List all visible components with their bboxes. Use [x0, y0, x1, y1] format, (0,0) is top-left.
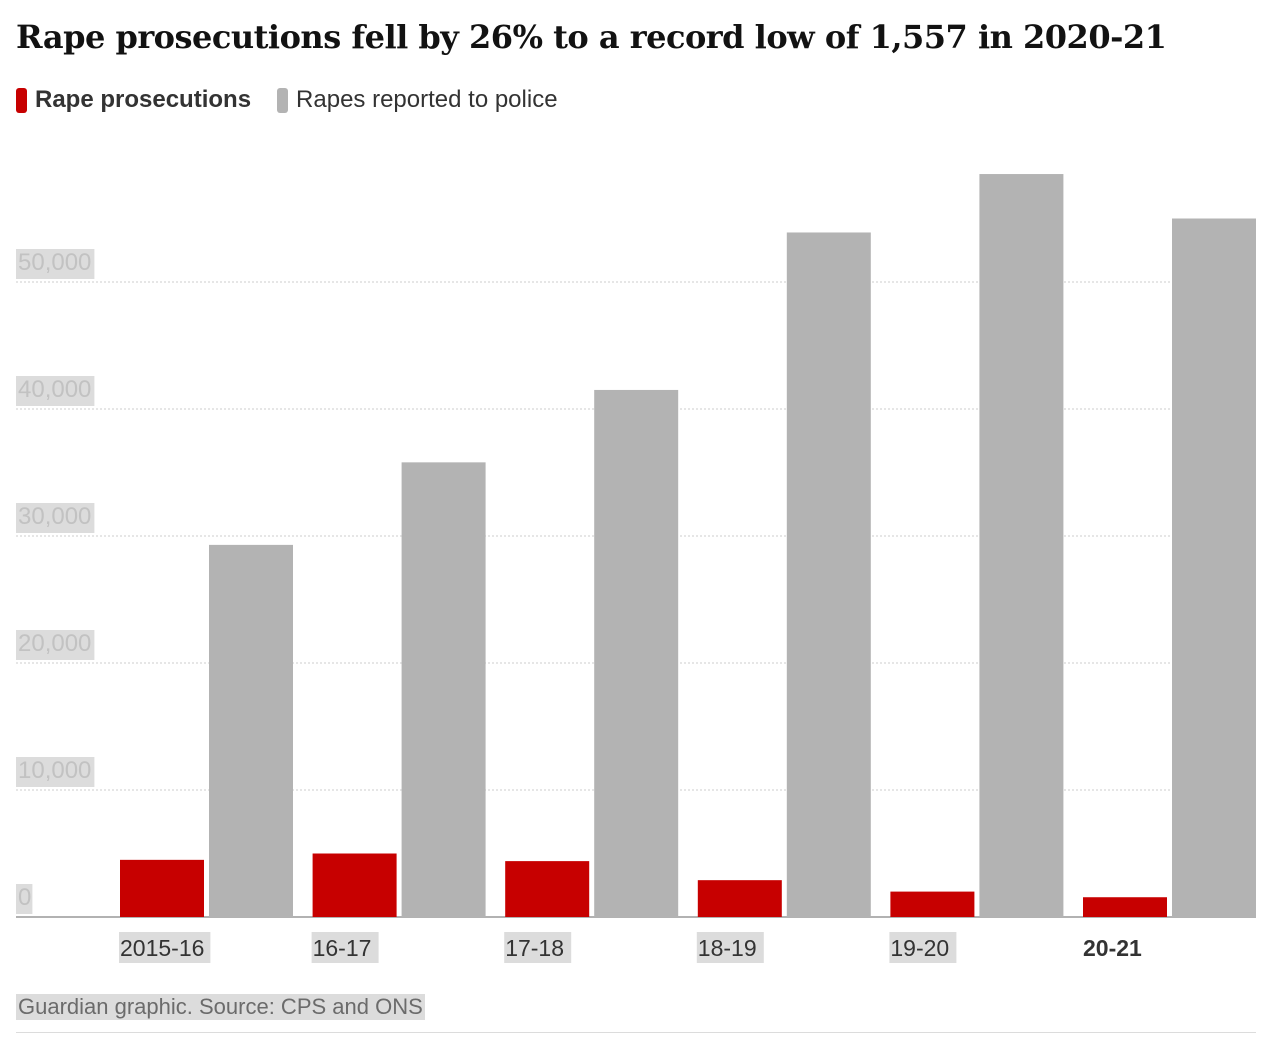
legend-swatch-reported: [277, 87, 289, 113]
x-tick-label-bg: [696, 932, 764, 963]
y-tick-label: 50,000: [18, 249, 91, 276]
x-tick-label-bg: [119, 932, 211, 963]
y-tick-label-bg: [16, 757, 95, 787]
x-tick-label: 16-17: [313, 935, 372, 961]
y-tick-label: 10,000: [18, 757, 91, 784]
bar-reported: [979, 174, 1064, 918]
bar-reported: [594, 389, 679, 917]
y-tick-label: 0: [18, 884, 31, 911]
bar-prosecutions: [890, 891, 975, 917]
bottom-divider: [16, 1032, 1256, 1033]
x-tick-label: 20-21: [1083, 935, 1142, 961]
bars: [120, 174, 1256, 918]
y-tick-label: 30,000: [18, 503, 91, 530]
bar-prosecutions: [1083, 897, 1167, 917]
y-tick-label-bg: [16, 376, 95, 406]
x-tick-label-bg: [889, 932, 957, 963]
bar-prosecutions: [312, 853, 397, 917]
legend-item-prosecutions: Rape prosecutions: [16, 86, 251, 114]
bar-reported: [209, 544, 293, 917]
source-note: Guardian graphic. Source: CPS and ONS: [16, 994, 425, 1020]
x-tick-label-bg: [504, 932, 572, 963]
x-tick-label: 2015-16: [120, 935, 204, 961]
y-tick-label: 40,000: [18, 376, 91, 403]
legend: Rape prosecutions Rapes reported to poli…: [16, 86, 584, 114]
bar-prosecutions: [697, 880, 782, 917]
x-tick-label: 19-20: [890, 935, 949, 961]
y-tick-label-bg: [16, 884, 33, 914]
legend-label-reported: Rapes reported to police: [296, 86, 558, 113]
legend-label-prosecutions: Rape prosecutions: [35, 86, 252, 113]
y-axis-ticks: 0 10,000 20,000 30,000 40,000 50,000: [18, 249, 91, 911]
bar-prosecutions: [505, 861, 590, 917]
bar-reported: [786, 232, 871, 918]
bar-reported: [401, 462, 486, 917]
legend-item-reported: Rapes reported to police: [277, 86, 558, 114]
y-tick-label-bg: [16, 630, 95, 660]
x-tick-label: 17-18: [505, 935, 564, 961]
legend-swatch-prosecutions: [16, 87, 27, 113]
y-tick-label: 20,000: [18, 630, 91, 657]
chart-title: Rape prosecutions fell by 26% to a recor…: [16, 18, 1167, 56]
x-axis-ticks: 2015-16 16-17 17-18 18-19 19-20 20-21: [119, 932, 1142, 963]
y-tick-label-bg: [16, 249, 95, 279]
y-tick-label-bg: [16, 503, 95, 533]
x-tick-label: 18-19: [698, 935, 757, 961]
bar-prosecutions: [120, 859, 204, 917]
bar-reported: [1172, 218, 1256, 917]
x-tick-label-bg: [311, 932, 379, 963]
